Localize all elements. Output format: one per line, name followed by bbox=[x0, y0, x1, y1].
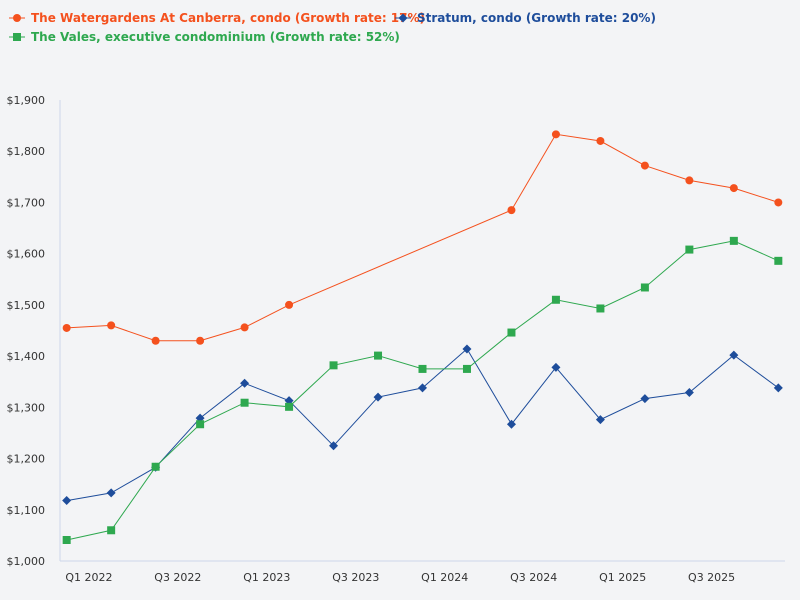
y-tick-label: $1,800 bbox=[7, 145, 46, 158]
y-tick-label: $1,700 bbox=[7, 196, 46, 209]
x-tick-label: Q3 2024 bbox=[510, 571, 557, 584]
legend-marker bbox=[13, 14, 21, 22]
data-point[interactable] bbox=[106, 488, 116, 498]
data-point[interactable] bbox=[507, 206, 516, 215]
data-point[interactable] bbox=[240, 378, 250, 388]
legend-item[interactable]: The Vales, executive condominium (Growth… bbox=[9, 30, 400, 44]
data-point[interactable] bbox=[729, 184, 738, 193]
legend-label: The Watergardens At Canberra, condo (Gro… bbox=[31, 11, 425, 25]
data-point[interactable] bbox=[685, 176, 694, 185]
y-tick-label: $1,400 bbox=[7, 350, 46, 363]
data-point[interactable] bbox=[196, 420, 205, 429]
y-tick-label: $1,500 bbox=[7, 299, 46, 312]
data-point[interactable] bbox=[729, 236, 738, 245]
data-point[interactable] bbox=[774, 256, 783, 265]
data-point[interactable] bbox=[418, 383, 427, 393]
x-tick-label: Q1 2022 bbox=[65, 571, 112, 584]
data-point[interactable] bbox=[773, 383, 783, 393]
data-point[interactable] bbox=[151, 336, 160, 345]
data-point[interactable] bbox=[640, 283, 649, 292]
data-point[interactable] bbox=[506, 419, 516, 429]
x-axis: Q1 2022 Q3 2022 Q1 2023 Q3 2023 Q1 2024 Q3 20… bbox=[60, 560, 785, 584]
x-tick-label: Q3 2022 bbox=[154, 571, 201, 584]
data-point[interactable] bbox=[551, 295, 560, 304]
data-point[interactable] bbox=[62, 323, 71, 332]
data-point[interactable] bbox=[596, 136, 605, 145]
data-point[interactable] bbox=[774, 198, 783, 207]
data-point[interactable] bbox=[418, 364, 427, 373]
plot-area bbox=[62, 130, 783, 544]
x-tick-label: Q1 2025 bbox=[599, 571, 646, 584]
data-point[interactable] bbox=[640, 161, 649, 170]
series-line[interactable] bbox=[66, 133, 779, 342]
data-point[interactable] bbox=[285, 300, 294, 309]
y-tick-label: $1,000 bbox=[7, 555, 46, 568]
data-point[interactable] bbox=[551, 362, 561, 372]
data-point[interactable] bbox=[240, 323, 249, 332]
data-point[interactable] bbox=[507, 328, 516, 337]
legend-marker bbox=[398, 13, 408, 23]
data-point[interactable] bbox=[196, 336, 205, 345]
data-point[interactable] bbox=[151, 462, 160, 471]
data-point[interactable] bbox=[595, 415, 605, 425]
x-tick-label: Q1 2024 bbox=[421, 571, 468, 584]
data-point[interactable] bbox=[640, 394, 650, 404]
data-point[interactable] bbox=[62, 496, 72, 506]
x-tick-label: Q3 2025 bbox=[688, 571, 735, 584]
legend-label: The Vales, executive condominium (Growth… bbox=[31, 30, 400, 44]
data-point[interactable] bbox=[685, 245, 694, 254]
data-point[interactable] bbox=[462, 344, 472, 354]
legend-label: Stratum, condo (Growth rate: 20%) bbox=[417, 11, 656, 25]
data-point[interactable] bbox=[62, 535, 71, 544]
series-1 bbox=[62, 130, 783, 345]
y-tick-label: $1,200 bbox=[7, 453, 46, 466]
data-point[interactable] bbox=[596, 304, 605, 313]
data-point[interactable] bbox=[551, 130, 560, 139]
y-tick-label: $1,100 bbox=[7, 504, 46, 517]
data-point[interactable] bbox=[684, 387, 694, 397]
legend-item[interactable]: The Watergardens At Canberra, condo (Gro… bbox=[9, 11, 425, 25]
legend: The Watergardens At Canberra, condo (Gro… bbox=[9, 11, 656, 44]
data-point[interactable] bbox=[240, 398, 249, 407]
data-point[interactable] bbox=[373, 392, 383, 402]
y-axis: $1,000 $1,100 $1,200 $1,300 $1,400 $1,500 $1,6… bbox=[7, 94, 61, 568]
data-point[interactable] bbox=[285, 402, 294, 411]
x-tick-label: Q1 2023 bbox=[243, 571, 290, 584]
y-tick-label: $1,900 bbox=[7, 94, 46, 107]
data-point[interactable] bbox=[462, 364, 471, 373]
y-tick-label: $1,300 bbox=[7, 401, 46, 414]
legend-marker bbox=[13, 33, 21, 41]
series-3 bbox=[62, 236, 783, 544]
data-point[interactable] bbox=[107, 526, 116, 535]
data-point[interactable] bbox=[374, 351, 383, 360]
legend-item[interactable]: Stratum, condo (Growth rate: 20%) bbox=[395, 11, 656, 25]
y-tick-label: $1,600 bbox=[7, 248, 46, 261]
data-point[interactable] bbox=[329, 361, 338, 370]
data-point[interactable] bbox=[729, 350, 739, 360]
data-point[interactable] bbox=[107, 321, 116, 330]
data-point[interactable] bbox=[329, 441, 339, 451]
x-tick-label: Q3 2023 bbox=[332, 571, 379, 584]
